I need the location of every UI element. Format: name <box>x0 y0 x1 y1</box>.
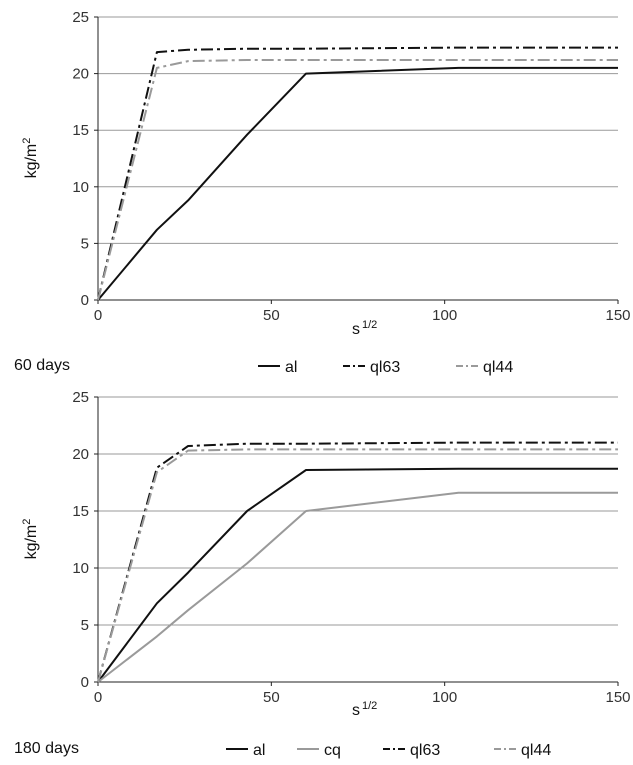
y-tick-label: 0 <box>81 292 89 309</box>
y-tick-label: 5 <box>81 235 89 252</box>
y-tick-label: 25 <box>72 389 89 406</box>
x-tick-label: 50 <box>263 689 280 706</box>
y-tick-label: 15 <box>72 122 89 139</box>
chart-caption: 60 days <box>14 357 70 374</box>
y-axis-title-text: kg/m <box>23 525 40 560</box>
series-line-cq <box>97 491 618 683</box>
series-line-ql44 <box>97 59 618 301</box>
legend-label-cq: cq <box>324 742 341 759</box>
chart-60-days: 0 5 10 15 20 25 0 50 100 150 kg/m2 s 1/2 60 days al ql6… <box>14 9 631 376</box>
legend-label-al: al <box>285 359 297 376</box>
x-tick-label: 100 <box>432 689 457 706</box>
x-axis-title: s 1/2 <box>352 319 377 338</box>
y-tick-label: 10 <box>72 560 89 577</box>
series-line-al <box>97 66 618 301</box>
x-tick-label: 0 <box>94 689 102 706</box>
x-tick-label: 100 <box>432 307 457 324</box>
x-tick-label: 150 <box>605 689 630 706</box>
x-axis-title-superscript: 1/2 <box>362 319 377 331</box>
y-tick-label: 10 <box>72 179 89 196</box>
chart-180-days: 0 5 10 15 20 25 0 50 100 150 kg/m2 s 1/2 180 days al cq… <box>14 389 631 759</box>
series-line-ql63 <box>97 46 618 301</box>
y-tick-label: 20 <box>72 66 89 83</box>
x-axis-title: s 1/2 <box>352 700 377 719</box>
y-tick-label: 25 <box>72 9 89 26</box>
series-line-al <box>97 467 618 683</box>
legend-label-ql44: ql44 <box>483 359 513 376</box>
y-tick-label: 0 <box>81 674 89 691</box>
legend-label-ql63: ql63 <box>410 742 440 759</box>
series-line-ql44 <box>97 448 618 683</box>
y-axis-title: kg/m2 <box>21 138 40 179</box>
chart-caption: 180 days <box>14 740 79 757</box>
x-tick-label: 0 <box>94 307 102 324</box>
x-tick-label: 50 <box>263 307 280 324</box>
legend-label-ql44: ql44 <box>521 742 551 759</box>
y-axis-title-superscript: 2 <box>21 138 33 144</box>
x-axis-title-superscript: 1/2 <box>362 700 377 712</box>
x-tick-label: 150 <box>605 307 630 324</box>
x-axis-title-text: s <box>352 702 360 719</box>
legend-label-ql63: ql63 <box>370 359 400 376</box>
x-axis-title-text: s <box>352 321 360 338</box>
y-axis-title: kg/m2 <box>21 519 40 560</box>
series-line-ql63 <box>97 441 618 683</box>
y-axis-title-superscript: 2 <box>21 519 33 525</box>
y-tick-label: 5 <box>81 617 89 634</box>
y-tick-label: 20 <box>72 446 89 463</box>
y-axis-title-text: kg/m <box>23 144 40 179</box>
legend-label-al: al <box>253 742 265 759</box>
y-tick-label: 15 <box>72 503 89 520</box>
